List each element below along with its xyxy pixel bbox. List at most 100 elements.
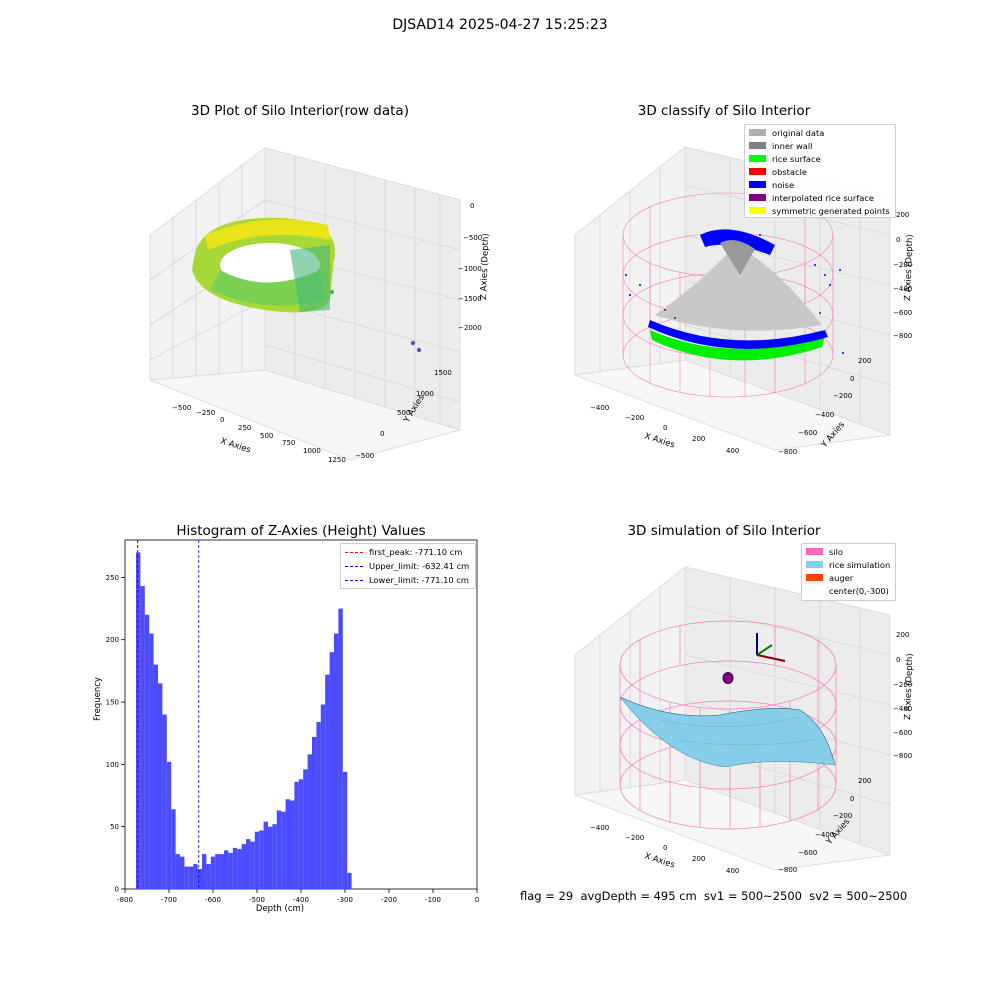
panel4-ticks: −400 −200 0 200 400 200 0 −200 −400 −600… <box>590 631 912 875</box>
p2-ytick: −800 <box>778 448 797 456</box>
p2-legend-swatch <box>749 194 766 201</box>
p4-ytick: −200 <box>833 812 852 820</box>
p4-legend-label: auger <box>829 572 854 583</box>
panel1-3d-plot: −500 −250 0 250 500 750 1000 1250 −500 0… <box>149 146 491 464</box>
histogram-bar <box>342 771 348 889</box>
p4-xtick: −200 <box>625 834 644 842</box>
panel2-legend: original data inner wall rice surface obsta… <box>744 124 896 218</box>
histogram-bar <box>312 736 317 889</box>
p2-ytick: 0 <box>850 375 854 383</box>
p2-ztick: −400 <box>893 285 912 293</box>
p2-legend-swatch <box>749 142 766 149</box>
p4-xtick: 200 <box>692 855 705 863</box>
p4-legend-item: rice simulation <box>802 558 895 571</box>
p1-xtick: 1250 <box>328 456 346 464</box>
p1-xlabel: X Axies <box>219 436 252 455</box>
p1-ytick: 0 <box>380 430 384 438</box>
histogram-bar <box>246 839 251 889</box>
histogram-bar <box>210 856 216 889</box>
p4-legend-swatch <box>806 587 823 594</box>
p4-legend-item: center(0,-300) <box>802 584 895 597</box>
histogram-bar <box>228 852 233 889</box>
histogram-bar <box>206 864 211 889</box>
histogram-bar <box>320 704 326 889</box>
panel4-rice-surface <box>619 696 836 768</box>
histogram-bar <box>193 864 198 889</box>
p1-xtick: 0 <box>220 416 224 424</box>
panel1-title: 3D Plot of Silo Interior(row data) <box>191 103 409 119</box>
histogram-bar <box>259 830 264 889</box>
p2-ytick: −600 <box>798 429 817 437</box>
p2-legend-item: interpolated rice surface <box>745 191 895 204</box>
panel2-title: 3D classify of Silo Interior <box>637 103 811 119</box>
panel4-legend: silo rice simulation auger center(0,-300) <box>801 543 896 601</box>
p1-ytick: −500 <box>355 452 374 460</box>
p2-ytick: −200 <box>833 392 852 400</box>
p2-ztick: −200 <box>893 261 912 269</box>
p4-legend-swatch <box>806 561 823 568</box>
x-tick-label: -200 <box>381 896 397 904</box>
p3-legend-line <box>345 579 363 581</box>
p2-legend-label: interpolated rice surface <box>772 192 875 203</box>
p4-ztick: −400 <box>893 705 912 713</box>
p2-legend-swatch <box>749 155 766 162</box>
x-tick-label: 0 <box>475 896 479 904</box>
p4-ytick: 0 <box>850 795 854 803</box>
y-tick-label: 200 <box>106 636 119 644</box>
p1-xtick: 250 <box>238 424 251 432</box>
p2-ztick: −800 <box>893 332 912 340</box>
p4-legend-item: silo <box>802 545 895 558</box>
p2-ytick: 200 <box>858 357 871 365</box>
p1-zlabel: Z Axies (Depth) <box>479 233 491 300</box>
p2-zlabel: Z Axies (Depth) <box>903 234 915 301</box>
histogram-bar <box>144 614 150 889</box>
p2-legend-label: symmetric generated points <box>772 205 890 216</box>
panel2-3d-plot: −400 −200 0 200 400 200 0 −200 −400 −600… <box>574 145 915 456</box>
histogram-bar <box>263 821 268 889</box>
histogram-bar <box>254 831 260 889</box>
p1-ytick: 1000 <box>416 390 434 398</box>
histogram-bar <box>149 633 154 889</box>
p1-ztick: −2000 <box>458 324 482 332</box>
histogram-bar <box>272 824 277 889</box>
histogram-bar <box>281 811 286 889</box>
p2-legend-item: original data <box>745 126 895 139</box>
histogram-bar <box>325 674 330 889</box>
histogram-bar <box>158 683 163 889</box>
histogram-bar <box>250 841 255 889</box>
p4-legend-label: rice simulation <box>829 559 891 570</box>
y-tick-label: 250 <box>106 574 119 582</box>
panel2-classified-points <box>625 229 844 361</box>
histogram-bar <box>316 721 321 889</box>
panel3-title: Histogram of Z-Axies (Height) Values <box>176 523 426 539</box>
p4-zlabel: Z Axies (Depth) <box>903 653 915 720</box>
histogram-bar <box>184 866 189 889</box>
histogram-bar <box>294 781 299 889</box>
p2-ztick: 0 <box>896 236 900 244</box>
p2-legend-swatch <box>749 181 766 188</box>
histogram-bar <box>276 810 282 889</box>
histogram-bar <box>171 809 176 889</box>
p4-ztick: 200 <box>896 631 909 639</box>
histogram-bar <box>303 769 308 889</box>
p1-ytick: 500 <box>397 409 410 417</box>
p2-legend-item: rice surface <box>745 152 895 165</box>
panel3-histogram: -800 -700 -600 -500 -400 -300 -200 -100 0 0 50 100 1… <box>93 539 479 914</box>
p3-legend-label: Upper_limit: -632.41 cm <box>369 561 470 571</box>
histogram-bar <box>140 586 145 889</box>
p1-ztick: 0 <box>470 202 474 210</box>
p2-ztick: −600 <box>893 309 912 317</box>
p4-xtick: 400 <box>726 867 739 875</box>
p2-legend-item: obstacle <box>745 165 895 178</box>
p2-legend-swatch <box>749 168 766 175</box>
p2-xtick: −400 <box>590 404 609 412</box>
histogram-bar <box>180 856 185 889</box>
histogram-bar <box>224 850 229 889</box>
histogram-bar <box>202 854 207 889</box>
x-tick-label: -700 <box>161 896 177 904</box>
p4-xtick: 0 <box>663 844 667 852</box>
p4-legend-swatch <box>806 574 823 581</box>
p2-legend-swatch <box>749 207 766 214</box>
p3-legend-item: Upper_limit: -632.41 cm <box>341 559 475 573</box>
p4-xtick: −400 <box>590 824 609 832</box>
